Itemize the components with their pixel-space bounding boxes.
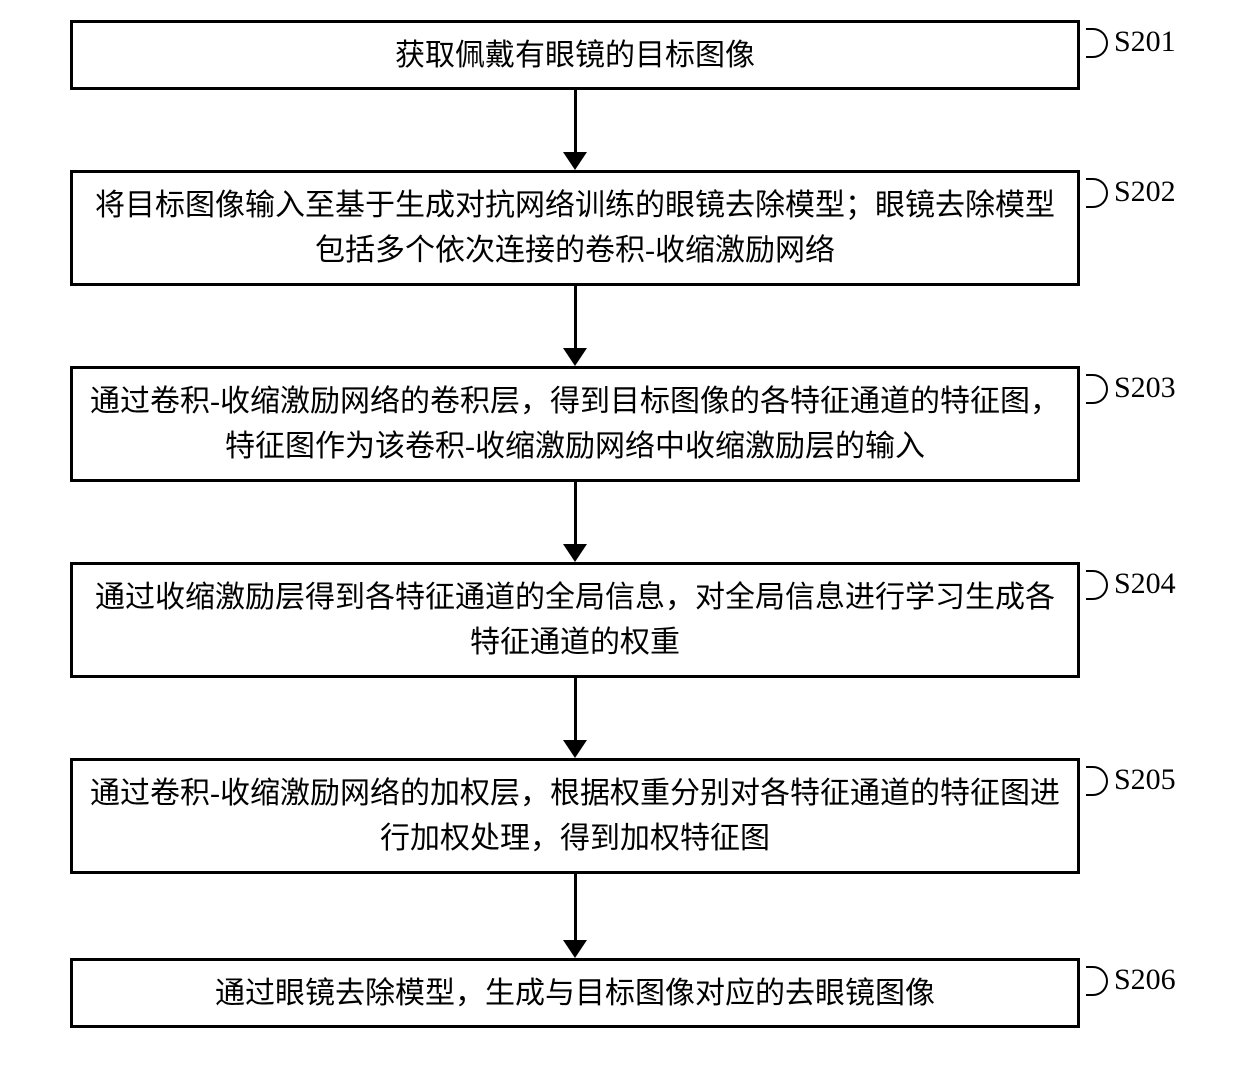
flow-arrow-head — [563, 152, 587, 170]
step-label-connector — [1086, 374, 1108, 404]
flow-arrow-head — [563, 348, 587, 366]
flow-step-s205: 通过卷积-收缩激励网络的加权层，根据权重分别对各特征通道的特征图进行加权处理，得… — [70, 758, 1080, 874]
flow-arrow-head — [563, 544, 587, 562]
flow-step-text: 获取佩戴有眼镜的目标图像 — [395, 33, 755, 78]
flow-arrow — [574, 678, 577, 740]
step-label-s205: S205 — [1114, 763, 1176, 797]
flow-step-s201: 获取佩戴有眼镜的目标图像 — [70, 20, 1080, 90]
step-label-connector — [1086, 28, 1108, 58]
step-label-connector — [1086, 966, 1108, 996]
flow-step-text: 通过卷积-收缩激励网络的加权层，根据权重分别对各特征通道的特征图进行加权处理，得… — [89, 771, 1061, 861]
step-label-connector — [1086, 178, 1108, 208]
step-label-connector — [1086, 766, 1108, 796]
step-label-s203: S203 — [1114, 371, 1176, 405]
flow-arrow — [574, 286, 577, 348]
flow-step-s202: 将目标图像输入至基于生成对抗网络训练的眼镜去除模型；眼镜去除模型包括多个依次连接… — [70, 170, 1080, 286]
step-label-s206: S206 — [1114, 963, 1176, 997]
flow-arrow-head — [563, 740, 587, 758]
flow-step-s203: 通过卷积-收缩激励网络的卷积层，得到目标图像的各特征通道的特征图，特征图作为该卷… — [70, 366, 1080, 482]
flow-step-text: 通过眼镜去除模型，生成与目标图像对应的去眼镜图像 — [215, 971, 935, 1016]
step-label-connector — [1086, 570, 1108, 600]
flow-arrow — [574, 874, 577, 940]
step-label-s201: S201 — [1114, 25, 1176, 59]
step-label-s202: S202 — [1114, 175, 1176, 209]
flow-step-text: 将目标图像输入至基于生成对抗网络训练的眼镜去除模型；眼镜去除模型包括多个依次连接… — [89, 183, 1061, 273]
flow-step-s204: 通过收缩激励层得到各特征通道的全局信息，对全局信息进行学习生成各特征通道的权重 — [70, 562, 1080, 678]
flow-arrow-head — [563, 940, 587, 958]
step-label-s204: S204 — [1114, 567, 1176, 601]
flow-step-s206: 通过眼镜去除模型，生成与目标图像对应的去眼镜图像 — [70, 958, 1080, 1028]
flow-arrow — [574, 90, 577, 152]
flow-arrow — [574, 482, 577, 544]
flow-step-text: 通过卷积-收缩激励网络的卷积层，得到目标图像的各特征通道的特征图，特征图作为该卷… — [89, 379, 1061, 469]
flow-step-text: 通过收缩激励层得到各特征通道的全局信息，对全局信息进行学习生成各特征通道的权重 — [89, 575, 1061, 665]
